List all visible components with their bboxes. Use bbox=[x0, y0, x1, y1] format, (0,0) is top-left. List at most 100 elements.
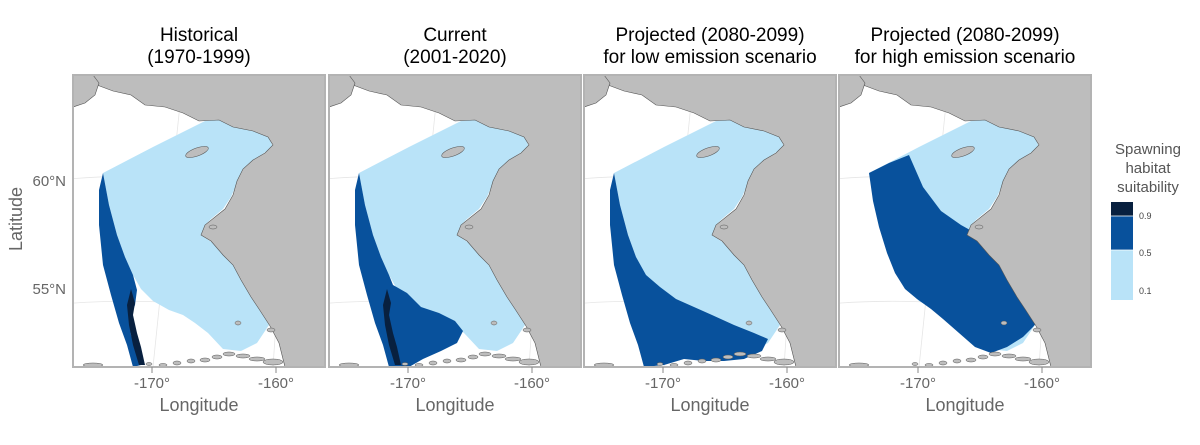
island bbox=[777, 327, 787, 333]
legend-title-line1: Spawning bbox=[1115, 141, 1181, 158]
aleutian-island bbox=[911, 362, 919, 366]
y-tick-55: 55°N bbox=[32, 281, 66, 298]
aleutian-island bbox=[467, 354, 479, 360]
panel-title-line2: for high emission scenario bbox=[855, 47, 1076, 68]
aleutian-island bbox=[428, 360, 438, 366]
habitat-mid-area bbox=[355, 173, 463, 367]
aleutian-island bbox=[262, 358, 284, 366]
habitat-mid-area bbox=[869, 155, 1061, 353]
panel-title-line1: Projected (2080-2099) bbox=[615, 25, 804, 46]
legend: Spawning habitat suitability 0.9 0.5 0.1 bbox=[1111, 141, 1181, 300]
map-panel-historical: Historical (1970-1999) -170° -160° Longi… bbox=[72, 25, 326, 415]
aleutian-island bbox=[442, 358, 452, 364]
legend-tick-0-9: 0.9 bbox=[1139, 211, 1152, 221]
land-siberia bbox=[584, 75, 611, 108]
aleutian-island bbox=[338, 362, 360, 367]
aleutian-island bbox=[222, 351, 236, 357]
aleutian-island bbox=[478, 351, 492, 357]
aleutian-island bbox=[952, 358, 962, 364]
legend-swatch-mid bbox=[1111, 216, 1133, 250]
aleutian-island bbox=[593, 362, 615, 367]
x-tick-minus170: -170° bbox=[900, 375, 936, 392]
panel-frame bbox=[328, 74, 582, 368]
legend-swatch-low bbox=[1111, 250, 1133, 300]
island bbox=[234, 320, 242, 326]
aleutian-island bbox=[988, 351, 1002, 357]
aleutian-island bbox=[710, 357, 722, 363]
panel-title-line1: Historical bbox=[160, 25, 238, 46]
aleutian-island bbox=[199, 357, 211, 363]
habitat-low-area bbox=[359, 103, 529, 351]
habitat-high-strip bbox=[127, 289, 145, 365]
aleutian-island bbox=[965, 357, 977, 363]
x-axis-label: Longitude bbox=[925, 395, 1004, 415]
habitat-mid-area bbox=[610, 173, 768, 367]
island bbox=[745, 320, 753, 326]
island bbox=[441, 146, 465, 158]
aleutian-island bbox=[504, 356, 522, 362]
x-tick-minus170: -170° bbox=[390, 375, 426, 392]
aleutian-island bbox=[746, 353, 762, 359]
land-siberia bbox=[839, 75, 866, 108]
aleutian-island bbox=[773, 358, 795, 366]
island bbox=[522, 327, 532, 333]
aleutian-island bbox=[1014, 356, 1032, 362]
panel-frame bbox=[72, 74, 326, 368]
x-axis-label: Longitude bbox=[670, 395, 749, 415]
island bbox=[490, 320, 498, 326]
aleutian-island bbox=[1001, 353, 1017, 359]
island bbox=[208, 224, 218, 230]
panel-title-line2: for low emission scenario bbox=[603, 47, 816, 68]
aleutian-island bbox=[938, 360, 948, 366]
land-alaska bbox=[329, 75, 581, 367]
x-tick-minus170: -170° bbox=[134, 375, 170, 392]
island bbox=[1000, 320, 1008, 326]
island bbox=[1032, 327, 1042, 333]
habitat-high-strip bbox=[383, 289, 401, 365]
aleutian-island bbox=[977, 354, 989, 360]
island bbox=[719, 224, 729, 230]
island bbox=[464, 224, 474, 230]
legend-swatch-high bbox=[1111, 202, 1133, 216]
aleutian-island bbox=[145, 362, 153, 366]
legend-tick-0-1: 0.1 bbox=[1139, 286, 1152, 296]
island bbox=[696, 146, 720, 158]
aleutian-island bbox=[401, 362, 409, 366]
map-panel-high-emission: Projected (2080-2099) for high emission … bbox=[838, 25, 1092, 415]
map-panel-low-emission: Projected (2080-2099) for low emission s… bbox=[583, 25, 837, 415]
aleutian-island bbox=[656, 362, 664, 366]
aleutian-island bbox=[683, 360, 693, 366]
panel-frame bbox=[838, 74, 1092, 368]
x-tick-minus160: -160° bbox=[1024, 375, 1060, 392]
land-alaska bbox=[839, 75, 1091, 367]
aleutian-island bbox=[759, 356, 777, 362]
aleutian-island bbox=[733, 351, 747, 357]
y-axis-label: Latitude bbox=[6, 187, 26, 251]
x-tick-minus160: -160° bbox=[769, 375, 805, 392]
map-panel-current: Current (2001-2020) -170° -160° Longitud… bbox=[328, 25, 582, 415]
panel-title-line2: (2001-2020) bbox=[403, 47, 507, 68]
habitat-low-area bbox=[103, 103, 273, 351]
land-siberia bbox=[73, 75, 100, 108]
panel-title-line1: Current bbox=[423, 25, 487, 46]
aleutian-island bbox=[491, 353, 507, 359]
aleutian-island bbox=[848, 362, 870, 367]
habitat-mid-area bbox=[99, 173, 141, 367]
panel-title-line2: (1970-1999) bbox=[147, 47, 251, 68]
x-tick-minus160: -160° bbox=[514, 375, 550, 392]
aleutian-island bbox=[697, 358, 707, 364]
legend-title-line3: suitability bbox=[1117, 179, 1179, 196]
panel-frame bbox=[583, 74, 837, 368]
aleutian-island bbox=[248, 356, 266, 362]
island bbox=[974, 224, 984, 230]
land-alaska bbox=[584, 75, 836, 367]
aleutian-island bbox=[722, 354, 734, 360]
aleutian-island bbox=[455, 357, 467, 363]
legend-title-line2: habitat bbox=[1125, 160, 1171, 177]
island bbox=[266, 327, 276, 333]
aleutian-island bbox=[1028, 358, 1050, 366]
x-axis-label: Longitude bbox=[159, 395, 238, 415]
land-siberia bbox=[329, 75, 356, 108]
aleutian-island bbox=[235, 353, 251, 359]
